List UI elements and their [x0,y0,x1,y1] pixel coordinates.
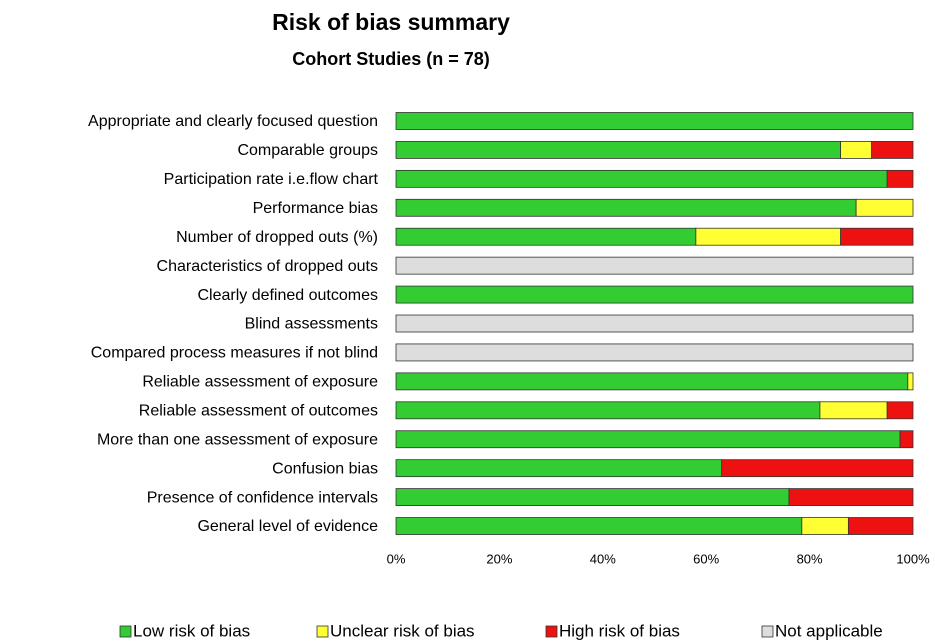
bar-segment [886,169,914,188]
y-tick-label: Clearly defined outcomes [197,287,378,304]
y-tick-label: Reliable assessment of exposure [142,374,378,391]
legend-label: Not applicable [775,621,883,640]
bar-segment [819,401,888,420]
bar-segment [395,488,790,506]
bar-segment [840,227,914,246]
y-tick-label: Characteristics of dropped outs [157,258,378,275]
bar-segment [395,401,821,420]
bar-segment [855,198,914,217]
bar-segment [395,430,901,449]
y-tick-label: Comparable groups [237,142,378,159]
legend-label: Low risk of bias [133,621,250,640]
chart-title: Risk of bias summary [272,9,510,35]
bar-segment [395,314,914,333]
bar-segment [840,141,873,159]
y-tick-label: Participation rate i.e.flow chart [164,171,379,188]
chart-subtitle: Cohort Studies (n = 78) [292,49,490,69]
bar-segment [886,401,914,420]
bar-segment [788,488,914,506]
bar-segment [395,227,697,246]
x-tick-label: 100% [896,551,930,566]
y-tick-label: Number of dropped outs (%) [176,229,378,246]
y-tick-label: More than one assessment of exposure [97,431,378,448]
bar-segment [695,227,842,246]
bar-segment [395,343,914,362]
bar-segment [395,256,914,275]
bar-segment [871,141,914,159]
y-tick-label: General level of evidence [197,518,378,535]
bar-segment [721,459,914,478]
legend-swatch [316,625,329,638]
y-tick-label: Appropriate and clearly focused question [88,113,378,130]
bar-segment [847,517,914,535]
x-tick-label: 80% [797,551,823,566]
bar-segment [395,198,857,217]
bar-segment [395,459,723,478]
bar-segment [395,141,842,159]
y-tick-label: Presence of confidence intervals [147,489,378,506]
bar-segment [395,169,888,188]
y-tick-label: Blind assessments [245,316,378,333]
legend-swatch [119,625,132,638]
y-tick-label: Confusion bias [272,460,378,477]
x-tick-label: 40% [590,551,616,566]
legend-swatch [761,625,774,638]
bar-segment [395,372,909,391]
legend-swatch [545,625,558,638]
x-tick-label: 0% [387,551,406,566]
x-tick-label: 60% [693,551,719,566]
y-tick-label: Reliable assessment of outcomes [139,403,378,420]
y-tick-label: Performance bias [253,200,378,217]
legend-label: High risk of bias [559,621,680,640]
x-tick-label: 20% [486,551,512,566]
bar-segment [907,372,914,391]
bar-segment [395,285,914,304]
bar-segment [801,517,849,535]
bar-segment [395,517,803,535]
bar-segment [395,112,914,130]
legend-label: Unclear risk of bias [330,621,475,640]
y-tick-label: Compared process measures if not blind [91,345,378,362]
bar-segment [899,430,914,449]
